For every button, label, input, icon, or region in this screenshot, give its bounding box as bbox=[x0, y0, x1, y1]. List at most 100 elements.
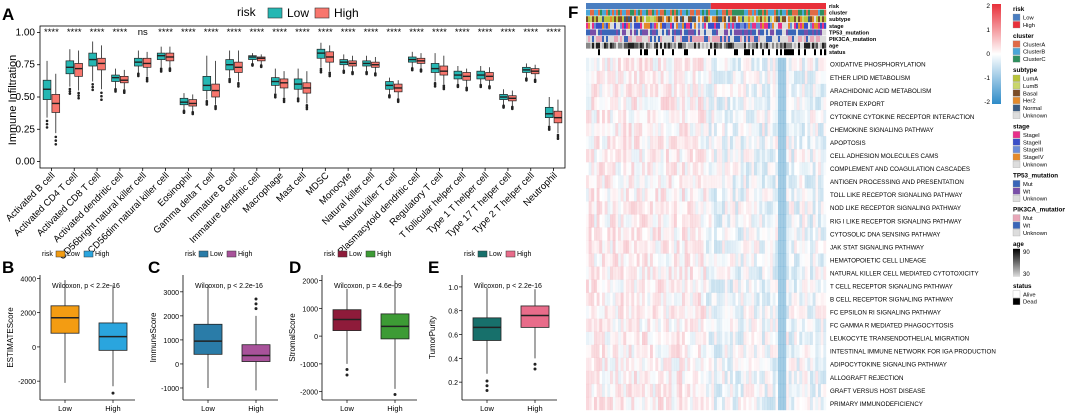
heatmap-cell bbox=[639, 175, 643, 189]
annotation-cell bbox=[598, 42, 601, 49]
heatmap-cell bbox=[807, 227, 811, 241]
heatmap-cell bbox=[805, 136, 808, 149]
heatmap-cell bbox=[799, 201, 803, 215]
heatmap-cell bbox=[631, 83, 635, 98]
heatmap-cell bbox=[740, 318, 744, 332]
heatmap-cell bbox=[706, 109, 709, 124]
annotation-cell bbox=[642, 42, 645, 49]
heatmap-cell bbox=[735, 227, 739, 241]
heatmap-cell bbox=[708, 383, 712, 398]
heatmap-cell bbox=[676, 136, 680, 150]
annotation-cell bbox=[794, 49, 797, 56]
heatmap-cell bbox=[628, 123, 632, 137]
heatmap-cell bbox=[655, 109, 659, 124]
heatmap-cell bbox=[786, 240, 789, 254]
heatmap-cell bbox=[821, 345, 824, 358]
heatmap-cell bbox=[628, 109, 632, 124]
heatmap-cell bbox=[703, 175, 707, 189]
heatmap-cell bbox=[692, 240, 696, 254]
heatmap-cell bbox=[620, 136, 624, 150]
annotation-cell bbox=[612, 49, 615, 56]
heatmap-cell bbox=[810, 175, 813, 189]
panel-a-ylabel: Immune Infiltration bbox=[7, 55, 19, 145]
annotation-cell bbox=[720, 16, 723, 23]
heatmap-cell bbox=[674, 188, 677, 202]
heatmap-cell bbox=[730, 292, 733, 306]
annotation-cell bbox=[764, 49, 767, 56]
heatmap-cell bbox=[778, 123, 781, 137]
heatmap-cell bbox=[740, 149, 744, 163]
heatmap-cell bbox=[767, 109, 771, 124]
heatmap-cell bbox=[770, 227, 773, 240]
heatmap-cell bbox=[743, 318, 747, 332]
heatmap-cell bbox=[770, 97, 773, 110]
legend-swatch bbox=[1012, 153, 1021, 161]
heatmap-cell bbox=[789, 84, 792, 97]
legend-swatch bbox=[1012, 104, 1021, 112]
heatmap-cell bbox=[719, 227, 722, 240]
heatmap-cell bbox=[615, 149, 619, 163]
annotation-cell bbox=[656, 42, 659, 49]
heatmap-cell bbox=[778, 266, 781, 280]
heatmap-cell bbox=[658, 109, 661, 124]
heatmap-cell bbox=[628, 175, 632, 189]
annotation-cell bbox=[766, 42, 769, 49]
outlier-point bbox=[254, 302, 258, 306]
heatmap-cell bbox=[706, 358, 709, 371]
heatmap-cell bbox=[658, 292, 661, 306]
heatmap-cell bbox=[740, 292, 744, 306]
heatmap-cell bbox=[623, 109, 627, 124]
heatmap-cell bbox=[788, 227, 792, 241]
heatmap-cell bbox=[652, 149, 656, 163]
heatmap-cell bbox=[687, 383, 691, 398]
annotation-cell bbox=[640, 9, 643, 16]
heatmap-cell bbox=[751, 227, 755, 241]
heatmap-cell bbox=[607, 57, 611, 72]
annotation-cell bbox=[586, 16, 589, 23]
heatmap-cell bbox=[783, 70, 787, 85]
heatmap-cell bbox=[692, 123, 696, 137]
heatmap-cell bbox=[650, 162, 653, 176]
legend-item-label: ClusterB bbox=[1023, 50, 1045, 56]
heatmap-cell bbox=[671, 357, 675, 372]
heatmap-cell bbox=[682, 319, 685, 332]
heatmap-cell bbox=[706, 57, 709, 72]
pathway-label: ADIPOCYTOKINE SIGNALING PATHWAY bbox=[830, 362, 947, 369]
heatmap-cell bbox=[618, 162, 621, 176]
heatmap-cell bbox=[738, 357, 741, 372]
heatmap-cell bbox=[719, 397, 722, 410]
heatmap-cell bbox=[621, 162, 624, 175]
heatmap-cell bbox=[818, 188, 821, 202]
heatmap-cell bbox=[716, 331, 720, 345]
heatmap-cell bbox=[652, 266, 656, 280]
heatmap-cell bbox=[685, 332, 688, 345]
heatmap-cell bbox=[644, 331, 648, 345]
heatmap-cell bbox=[815, 370, 819, 385]
annotation-cell bbox=[754, 36, 757, 42]
heatmap-cell bbox=[663, 162, 666, 175]
annotation-cell bbox=[750, 29, 753, 36]
heatmap-cell bbox=[815, 136, 819, 150]
annotation-cell bbox=[688, 42, 691, 49]
heatmap-cell bbox=[810, 227, 813, 241]
annotation-cell bbox=[598, 9, 601, 16]
heatmap-cell bbox=[636, 279, 640, 293]
heatmap-cell bbox=[668, 188, 672, 202]
heatmap-cell bbox=[767, 305, 771, 319]
outlier-point bbox=[525, 79, 528, 82]
annotation-cell bbox=[686, 9, 689, 16]
heatmap-cell bbox=[804, 149, 808, 163]
annotation-cell bbox=[620, 22, 623, 29]
heatmap-cell bbox=[623, 253, 627, 267]
heatmap-cell bbox=[636, 396, 640, 411]
heatmap-cell bbox=[738, 396, 741, 411]
heatmap-cell bbox=[743, 214, 747, 228]
annotation-cell bbox=[646, 9, 649, 16]
heatmap-cell bbox=[652, 214, 656, 228]
significance-label: **** bbox=[295, 27, 310, 38]
pathway-label: PRIMARY IMMUNODEFICIENCY bbox=[830, 401, 923, 408]
heatmap-cell bbox=[650, 266, 653, 280]
heatmap-cell bbox=[802, 266, 805, 280]
heatmap-cell bbox=[735, 175, 739, 189]
heatmap-cell bbox=[780, 331, 784, 345]
